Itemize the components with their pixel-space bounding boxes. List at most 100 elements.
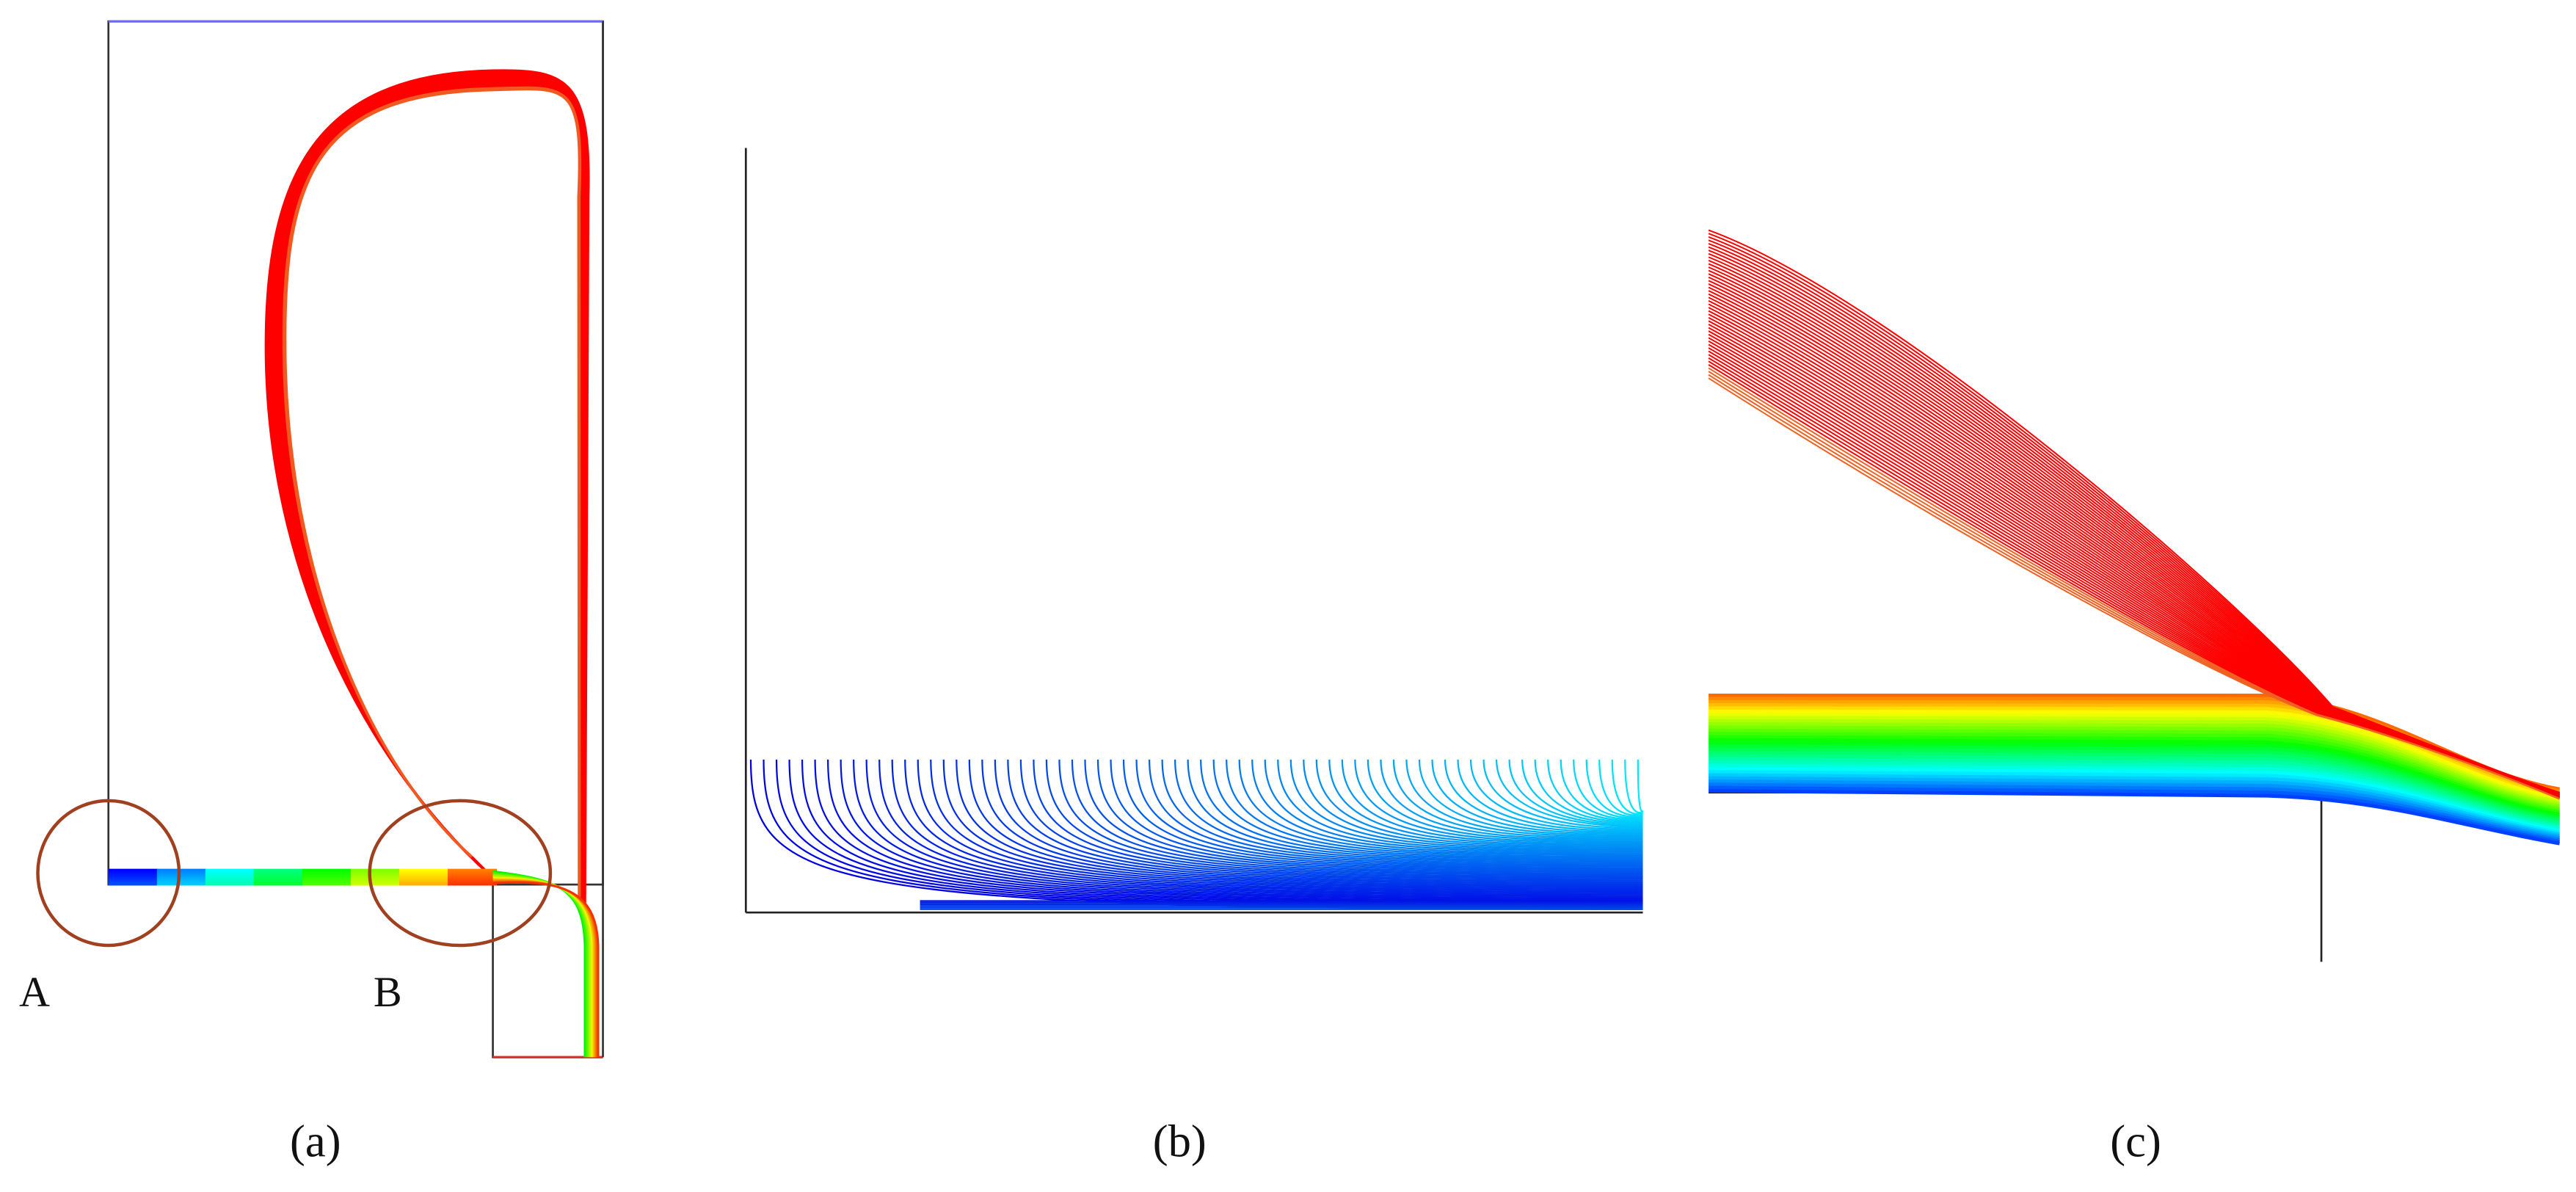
domain-box <box>107 20 604 886</box>
streamline <box>1212 759 1643 859</box>
streamline <box>1547 759 1643 822</box>
streamline <box>1709 735 2561 815</box>
streamline <box>1380 759 1643 840</box>
streamline <box>1585 759 1643 818</box>
streamline <box>277 82 583 905</box>
panel-caption: (a) <box>290 1116 341 1167</box>
streamline <box>1709 744 2561 821</box>
streamline <box>840 759 1643 901</box>
streamline <box>1033 759 1643 879</box>
streamline <box>280 84 583 905</box>
streamline <box>1341 759 1643 845</box>
streamline <box>276 81 584 905</box>
streamline <box>1709 788 2561 846</box>
panel-c <box>1708 229 2561 962</box>
streamline <box>267 72 589 905</box>
streamline <box>1096 759 1643 872</box>
streamline <box>1084 759 1643 873</box>
streamline <box>1534 759 1643 824</box>
streamline <box>1110 759 1643 871</box>
streamline <box>1709 732 2561 813</box>
streamline <box>1122 759 1643 869</box>
streamline <box>891 759 1643 895</box>
streamline <box>1405 759 1643 837</box>
streamline <box>492 870 586 1058</box>
streamline <box>930 759 1643 890</box>
streamline <box>1174 759 1643 863</box>
streamline <box>1709 760 2561 829</box>
streamline <box>994 759 1643 883</box>
panel-a <box>107 20 604 1059</box>
streamline <box>917 759 1643 892</box>
streamline <box>1560 759 1643 821</box>
streamline <box>283 87 581 905</box>
streamline <box>1709 763 2561 831</box>
streamline <box>1709 747 2561 822</box>
streamline <box>853 759 1643 899</box>
streamline <box>1251 759 1643 854</box>
streamline <box>1431 759 1643 835</box>
streamline <box>878 759 1643 896</box>
streamline <box>1238 759 1643 856</box>
streamline <box>264 69 590 905</box>
streamline <box>1709 754 2561 826</box>
streamline <box>1058 759 1643 876</box>
streamline <box>1019 759 1643 880</box>
region-circle <box>36 799 181 948</box>
streamline <box>1709 757 2561 827</box>
streamline <box>1226 759 1643 857</box>
panel-b <box>744 148 1644 914</box>
streamline <box>1457 759 1643 832</box>
streamline <box>981 759 1643 884</box>
streamline <box>1045 759 1643 878</box>
streamline <box>968 759 1643 886</box>
streamline <box>1187 759 1643 862</box>
streamline <box>1482 759 1643 829</box>
streamline <box>1418 759 1643 836</box>
streamline <box>826 759 1643 902</box>
streamline <box>1709 751 2561 824</box>
streamline <box>1007 759 1643 882</box>
streamline <box>269 73 588 905</box>
streamline <box>1135 759 1643 868</box>
streamline <box>492 881 600 1058</box>
streamline <box>1521 759 1643 825</box>
streamline <box>1354 759 1643 843</box>
streamline <box>1637 759 1644 813</box>
streamline <box>1624 759 1644 814</box>
streamline <box>1598 759 1643 817</box>
streamline <box>1469 759 1643 830</box>
streamline <box>1277 759 1643 851</box>
streamline <box>1611 759 1643 815</box>
streamline <box>266 70 589 905</box>
streamline <box>1709 728 2561 811</box>
panel-caption: (c) <box>2110 1116 2161 1167</box>
streamline <box>956 759 1643 887</box>
streamline <box>282 86 582 905</box>
streamline <box>1328 759 1643 846</box>
streamline <box>1367 759 1643 842</box>
streamline <box>1508 759 1643 826</box>
streamline <box>1444 759 1643 833</box>
region-circle <box>368 799 553 948</box>
streamline <box>270 75 587 905</box>
streamline <box>1392 759 1643 839</box>
streamline <box>1264 759 1643 853</box>
panel-caption: (b) <box>1153 1116 1207 1167</box>
streamline <box>904 759 1643 893</box>
streamline <box>279 83 583 905</box>
streamline <box>1709 741 2561 818</box>
streamline <box>1289 759 1643 851</box>
marker-label: B <box>374 968 402 1016</box>
streamline <box>1148 759 1643 866</box>
streamline <box>274 79 585 905</box>
streamline <box>865 759 1643 898</box>
streamline <box>272 76 586 905</box>
streamline <box>1708 377 2561 800</box>
streamline <box>1709 738 2561 817</box>
streamline <box>1303 759 1643 849</box>
streamline <box>1071 759 1643 875</box>
streamline <box>273 78 586 905</box>
streamline <box>1161 759 1643 865</box>
streamline <box>1573 759 1643 819</box>
